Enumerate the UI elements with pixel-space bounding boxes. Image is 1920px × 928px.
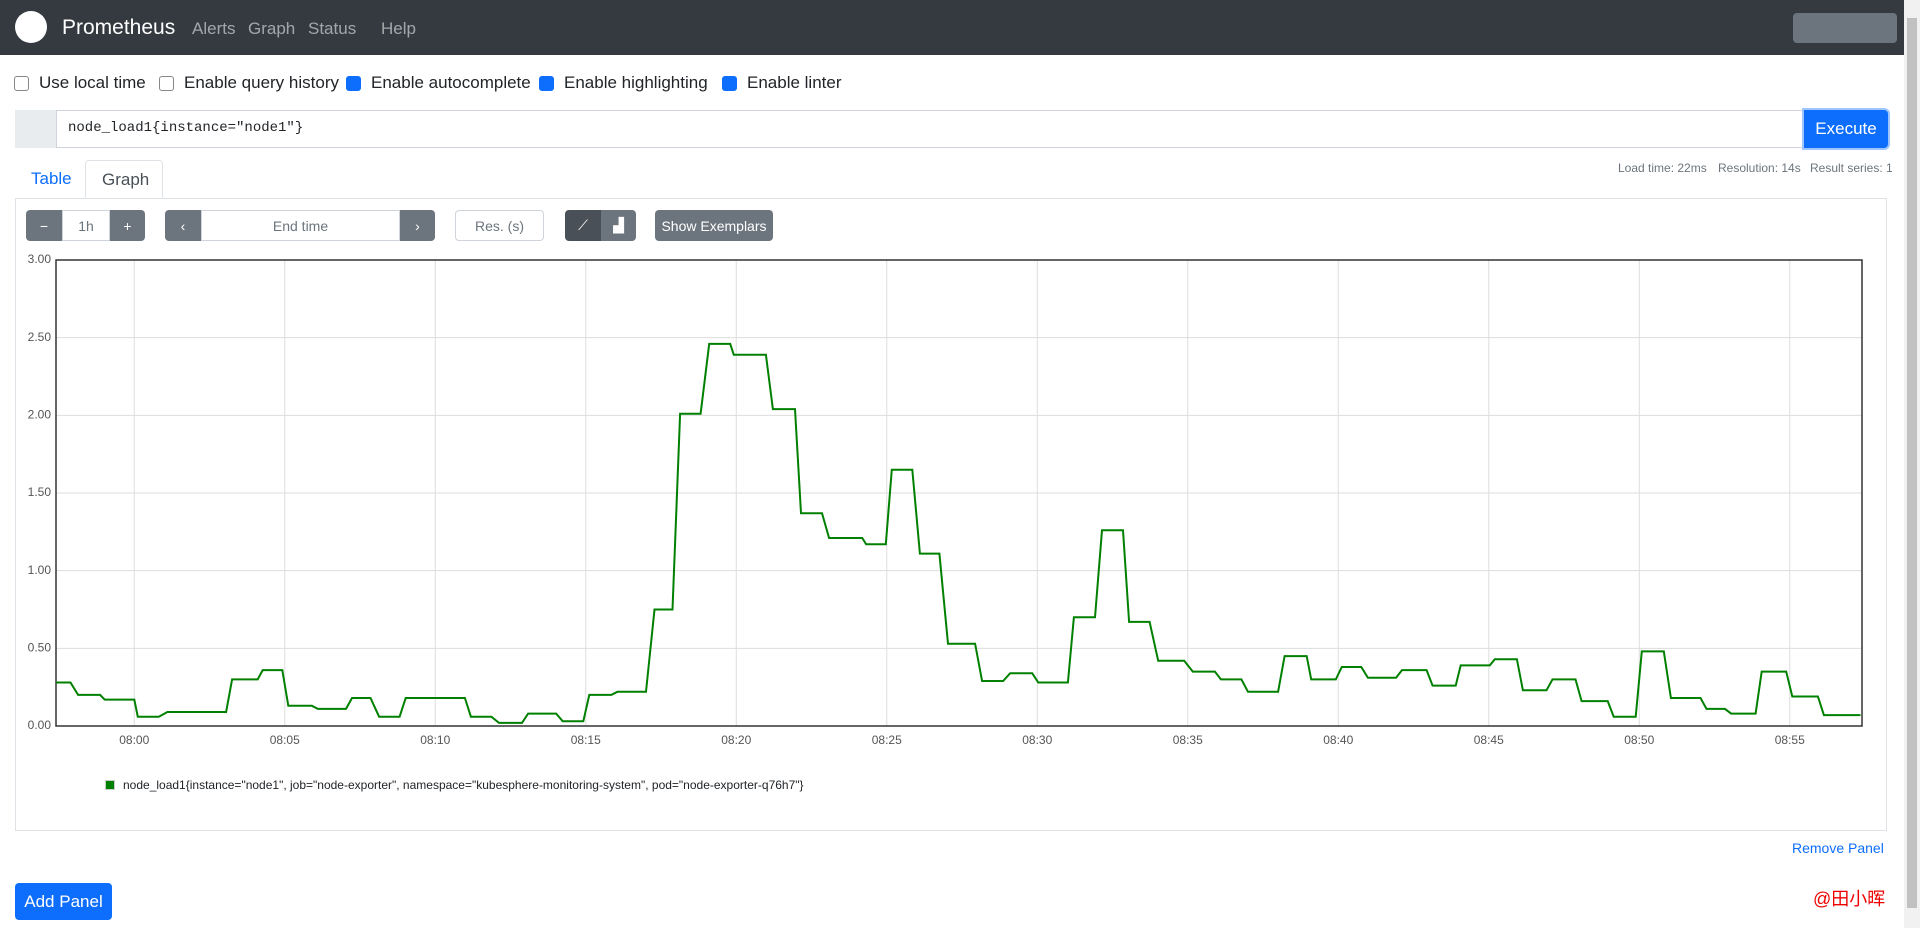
legend: node_load1{instance="node1", job="node-e… xyxy=(105,778,804,792)
nav-link[interactable]: Graph xyxy=(248,19,296,38)
range-minus[interactable]: − xyxy=(26,210,62,241)
checkbox[interactable] xyxy=(539,75,554,91)
checkbox[interactable] xyxy=(14,75,29,91)
legend-label: node_load1{instance="node1", job="node-e… xyxy=(123,778,804,792)
scroll-thumb[interactable] xyxy=(1907,18,1917,908)
option-label: Enable query history xyxy=(184,73,339,92)
stacked-mode[interactable]: ▟ xyxy=(601,210,636,241)
stat: Load time: 22ms xyxy=(1618,161,1707,175)
option-label: Enable linter xyxy=(747,73,842,92)
legend-swatch xyxy=(105,780,115,790)
option-label: Enable highlighting xyxy=(564,73,708,92)
logo[interactable] xyxy=(15,11,47,43)
tab[interactable]: Graph xyxy=(85,160,163,198)
line-mode[interactable]: ⟋ xyxy=(565,210,601,241)
option-label: Use local time xyxy=(39,73,146,92)
resolution-input[interactable]: Res. (s) xyxy=(455,210,544,241)
remove-panel[interactable]: Remove Panel xyxy=(1792,840,1884,856)
add-panel[interactable]: Add Panel xyxy=(15,883,112,920)
brand[interactable]: Prometheus xyxy=(62,16,176,39)
nav-link[interactable]: Status xyxy=(308,19,357,38)
checkbox[interactable] xyxy=(159,75,174,91)
option[interactable]: Use local time xyxy=(14,73,146,93)
navbar xyxy=(0,0,1904,55)
nav-link[interactable]: Alerts xyxy=(192,19,236,38)
range-input[interactable]: 1h xyxy=(62,210,110,241)
time-back[interactable]: ‹ xyxy=(165,210,201,241)
option[interactable]: Enable linter xyxy=(722,73,842,93)
option[interactable]: Enable highlighting xyxy=(539,73,708,93)
exemplars-button[interactable]: Show Exemplars xyxy=(655,210,773,241)
graph-panel xyxy=(15,198,1887,831)
execute-button[interactable]: Execute xyxy=(1804,110,1888,148)
option-label: Enable autocomplete xyxy=(371,73,531,92)
range-plus[interactable]: + xyxy=(110,210,145,241)
stat: Resolution: 14s xyxy=(1718,161,1801,175)
watermark: @田小晖 xyxy=(1813,889,1886,909)
query-text[interactable]: node_load1{instance="node1"} xyxy=(68,120,304,136)
search-icon xyxy=(15,110,57,148)
time-forward[interactable]: › xyxy=(400,210,435,241)
end-time-input[interactable]: End time xyxy=(201,210,400,241)
tab[interactable]: Table xyxy=(31,169,72,188)
nav-link[interactable]: Help xyxy=(381,19,416,38)
option[interactable]: Enable autocomplete xyxy=(346,73,531,93)
checkbox[interactable] xyxy=(346,75,361,91)
stat: Result series: 1 xyxy=(1810,161,1893,175)
option[interactable]: Enable query history xyxy=(159,73,339,93)
theme-toggle[interactable] xyxy=(1793,13,1897,43)
checkbox[interactable] xyxy=(722,75,737,91)
